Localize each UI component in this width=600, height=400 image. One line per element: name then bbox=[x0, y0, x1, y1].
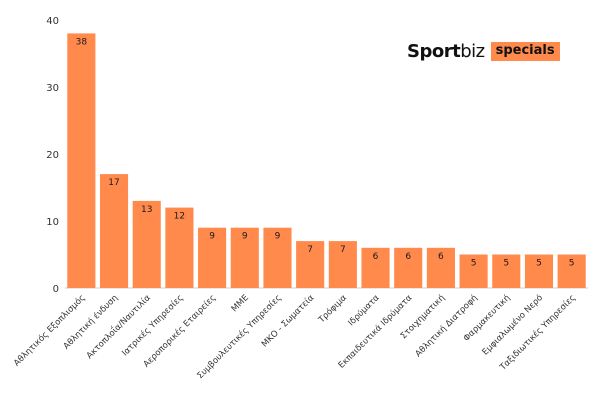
bar-value-label: 9 bbox=[242, 232, 248, 242]
bar-value-label: 12 bbox=[174, 212, 185, 222]
bar bbox=[132, 200, 161, 288]
bar-value-label: 7 bbox=[340, 245, 346, 255]
bar-value-label: 13 bbox=[141, 205, 152, 215]
bar bbox=[165, 207, 194, 288]
data-labels: 38 17 13 12 9 9 9 7 7 6 6 6 5 5 5 5 bbox=[76, 37, 575, 268]
bar-value-label: 5 bbox=[536, 259, 542, 269]
category-label: Ιατρικές Υπηρεσίες bbox=[120, 292, 186, 358]
category-label: Εμφιαλωμένο Νερό bbox=[480, 292, 545, 357]
bar bbox=[67, 33, 96, 289]
logo-specials-badge: specials bbox=[490, 41, 560, 61]
bar bbox=[99, 174, 129, 288]
bar-value-label: 7 bbox=[307, 245, 313, 255]
y-tick-label: 20 bbox=[46, 150, 59, 161]
bar bbox=[524, 254, 554, 288]
bar-value-label: 5 bbox=[503, 259, 509, 269]
logo-sport-text: Sport bbox=[407, 40, 461, 62]
bar-value-label: 5 bbox=[569, 259, 575, 269]
logo-biz-text: biz bbox=[460, 40, 485, 62]
category-label: Τρόφιμα bbox=[316, 292, 350, 326]
category-label: ΜΜΕ bbox=[230, 293, 251, 314]
bar bbox=[296, 241, 325, 288]
bar bbox=[198, 227, 227, 288]
category-label: Αθλητική Διατροφή bbox=[414, 293, 480, 359]
bar bbox=[230, 227, 259, 288]
bar-value-label: 9 bbox=[275, 232, 281, 242]
bar bbox=[459, 254, 488, 288]
sportbiz-specials-logo: Sport biz specials bbox=[407, 38, 560, 64]
bar bbox=[394, 247, 423, 288]
bar bbox=[557, 254, 586, 288]
bar bbox=[492, 254, 521, 288]
bar-value-label: 6 bbox=[373, 252, 379, 262]
y-tick-label: 30 bbox=[46, 83, 59, 94]
category-label: Αθλητική ένδυση bbox=[61, 292, 120, 351]
bar-value-label: 6 bbox=[438, 252, 444, 262]
bar-value-label: 6 bbox=[405, 252, 411, 262]
bars bbox=[67, 33, 586, 289]
bar bbox=[361, 247, 390, 288]
y-axis-ticks: 0 10 20 30 40 bbox=[46, 16, 59, 295]
bar-value-label: 5 bbox=[471, 259, 477, 269]
bar bbox=[426, 247, 455, 288]
y-tick-label: 40 bbox=[46, 16, 59, 27]
bar bbox=[328, 241, 357, 288]
y-tick-label: 0 bbox=[53, 284, 59, 295]
bar-value-label: 17 bbox=[108, 178, 119, 188]
bar-value-label: 9 bbox=[209, 232, 215, 242]
bar-value-label: 38 bbox=[76, 37, 88, 47]
y-tick-label: 10 bbox=[46, 217, 59, 228]
bar bbox=[263, 227, 292, 288]
